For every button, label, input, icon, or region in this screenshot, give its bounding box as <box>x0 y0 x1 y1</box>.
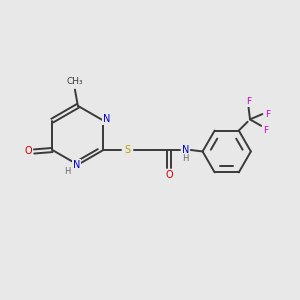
Text: N: N <box>73 160 80 170</box>
Text: O: O <box>166 170 173 180</box>
Text: CH₃: CH₃ <box>66 77 82 86</box>
Text: N: N <box>103 114 110 124</box>
Text: N: N <box>182 145 189 155</box>
Text: F: F <box>246 97 251 106</box>
Text: H: H <box>64 167 71 176</box>
Text: F: F <box>265 110 270 118</box>
Text: F: F <box>263 126 268 135</box>
Text: O: O <box>24 146 32 157</box>
Text: S: S <box>124 145 130 155</box>
Text: H: H <box>182 154 188 163</box>
